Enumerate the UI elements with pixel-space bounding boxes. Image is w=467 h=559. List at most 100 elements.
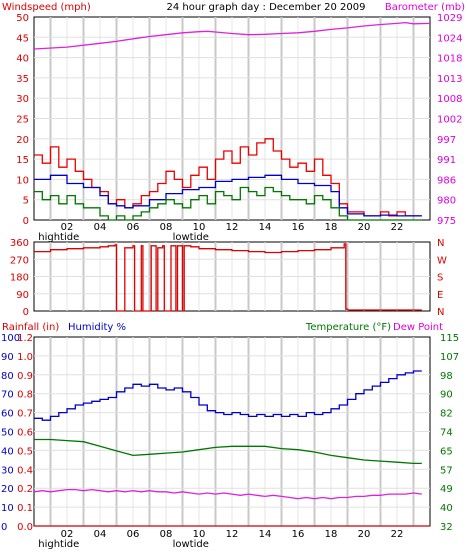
- wind-panel-x-tick-label: 18: [325, 222, 338, 233]
- temperature-tick-label: 98: [440, 371, 453, 382]
- barometer-tick-label: 1008: [437, 94, 462, 105]
- rainfall-tick-label: 0.1: [17, 503, 33, 514]
- direction-tick-label: 270: [10, 255, 29, 266]
- wind-panel-x-tick-label: 04: [94, 222, 107, 233]
- rainfall-tick-label: 1.2: [17, 333, 33, 344]
- windspeed-tick-label: 5: [23, 196, 29, 207]
- direction-tick-label: 90: [16, 290, 29, 301]
- direction-tick-label: 360: [10, 238, 29, 249]
- humidity-panel-x-tick-label: 22: [391, 529, 404, 540]
- barometer-tick-label: 975: [437, 216, 456, 227]
- humidity-tick-label: 10: [1, 503, 14, 514]
- temperature-tick-label: 82: [440, 409, 453, 420]
- windspeed-tick-label: 50: [16, 13, 29, 24]
- rainfall-tick-label: 1.0: [17, 352, 33, 363]
- humidity-panel-x-tick-label: 10: [193, 529, 206, 540]
- barometer-tick-label: 1024: [437, 33, 462, 44]
- temperature-tick-label: 65: [440, 446, 453, 457]
- barometer-tick-label: 986: [437, 175, 456, 186]
- humidity-tick-label: 90: [1, 352, 14, 363]
- compass-tick-label: E: [437, 290, 443, 301]
- temperature-tick-label: 115: [440, 333, 459, 344]
- rainfall-tick-label: 0.2: [17, 484, 33, 495]
- dewpoint-axis-label: Dew Point: [393, 322, 443, 333]
- wind-panel-x-tick-label: 10: [193, 222, 206, 233]
- wind-panel-x-tick-label: 02: [61, 222, 74, 233]
- direction-tick-label: 180: [10, 273, 29, 284]
- wind-panel-tide-label: hightide: [38, 232, 79, 243]
- wind-panel-tide-label: lowtide: [173, 232, 209, 243]
- humidity-tick-label: 80: [1, 371, 14, 382]
- humidity-tick-label: 40: [1, 446, 14, 457]
- rainfall-tick-label: 0.4: [17, 465, 33, 476]
- temperature-tick-label: 107: [440, 352, 459, 363]
- windspeed-tick-label: 45: [16, 33, 29, 44]
- wind-panel-series-2: [34, 174, 422, 217]
- humidity-panel-series-1: [34, 438, 422, 465]
- temperature-tick-label: 74: [440, 428, 453, 439]
- temperature-tick-label: 49: [440, 484, 453, 495]
- windspeed-tick-label: 20: [16, 135, 29, 146]
- wind-panel-x-tick-label: 06: [127, 222, 140, 233]
- humidity-tick-label: 20: [1, 484, 14, 495]
- windspeed-tick-label: 15: [16, 155, 29, 166]
- compass-tick-label: S: [437, 273, 443, 284]
- temperature-tick-label: 32: [440, 522, 453, 533]
- humidity-axis-label: Humidity %: [68, 322, 126, 333]
- windspeed-tick-label: 30: [16, 94, 29, 105]
- barometer-tick-label: 1002: [437, 115, 462, 126]
- barometer-axis-label: Barometer (mb): [385, 2, 465, 13]
- rainfall-axis-label: Rainfall (in): [2, 322, 59, 333]
- humidity-panel-tide-label: hightide: [38, 539, 79, 550]
- barometer-tick-label: 1018: [437, 54, 462, 65]
- humidity-tick-label: 30: [1, 465, 14, 476]
- humidity-panel-x-tick-label: 08: [160, 529, 173, 540]
- humidity-tick-label: 60: [1, 409, 14, 420]
- wind-panel-series-3: [34, 186, 422, 221]
- wind-panel-series-0: [33, 21, 431, 50]
- humidity-panel-x-tick-label: 18: [325, 529, 338, 540]
- humidity-panel-x-tick-label: 12: [226, 529, 239, 540]
- rainfall-tick-label: 0.6: [17, 428, 33, 439]
- windspeed-tick-label: 40: [16, 54, 29, 65]
- humidity-panel-series-0: [34, 370, 422, 421]
- humidity-tick-label: 50: [1, 428, 14, 439]
- compass-tick-label: N: [437, 307, 444, 318]
- barometer-tick-label: 980: [437, 196, 456, 207]
- wind-panel-x-tick-label: 20: [358, 222, 371, 233]
- wind-panel-x-tick-label: 14: [259, 222, 272, 233]
- compass-tick-label: N: [437, 238, 444, 249]
- humidity-panel-tide-label: lowtide: [173, 539, 209, 550]
- humidity-panel-x-tick-label: 14: [259, 529, 272, 540]
- barometer-tick-label: 1013: [437, 74, 462, 85]
- compass-tick-label: W: [437, 255, 447, 266]
- barometer-tick-label: 991: [437, 155, 456, 166]
- temperature-tick-label: 40: [440, 503, 453, 514]
- humidity-panel-x-tick-label: 06: [127, 529, 140, 540]
- rainfall-tick-label: 0.7: [17, 409, 33, 420]
- windspeed-axis-label: Windspeed (mph): [2, 2, 91, 13]
- wind-panel-x-tick-label: 22: [391, 222, 404, 233]
- direction-tick-label: 0: [23, 307, 29, 318]
- humidity-panel-x-tick-label: 04: [94, 529, 107, 540]
- humidity-panel-series-2: [33, 488, 422, 500]
- windspeed-tick-label: 35: [16, 74, 29, 85]
- windspeed-tick-label: 10: [16, 175, 29, 186]
- rainfall-tick-label: 0.9: [17, 371, 33, 382]
- barometer-tick-label: 997: [437, 135, 456, 146]
- direction-series-0: [34, 243, 422, 312]
- humidity-tick-label: 70: [1, 390, 14, 401]
- temperature-tick-label: 90: [440, 390, 453, 401]
- windspeed-tick-label: 0: [23, 216, 29, 227]
- humidity-panel-x-tick-label: 02: [61, 529, 74, 540]
- wind-panel-x-tick-label: 08: [160, 222, 173, 233]
- humidity-tick-label: 0: [1, 522, 7, 533]
- temperature-tick-label: 57: [440, 465, 453, 476]
- wind-panel-x-tick-label: 12: [226, 222, 239, 233]
- windspeed-tick-label: 25: [16, 115, 29, 126]
- rainfall-tick-label: 0.5: [17, 446, 33, 457]
- humidity-panel-x-tick-label: 20: [358, 529, 371, 540]
- chart-title: 24 hour graph day : December 20 2009: [167, 2, 366, 13]
- wind-panel-x-tick-label: 16: [292, 222, 305, 233]
